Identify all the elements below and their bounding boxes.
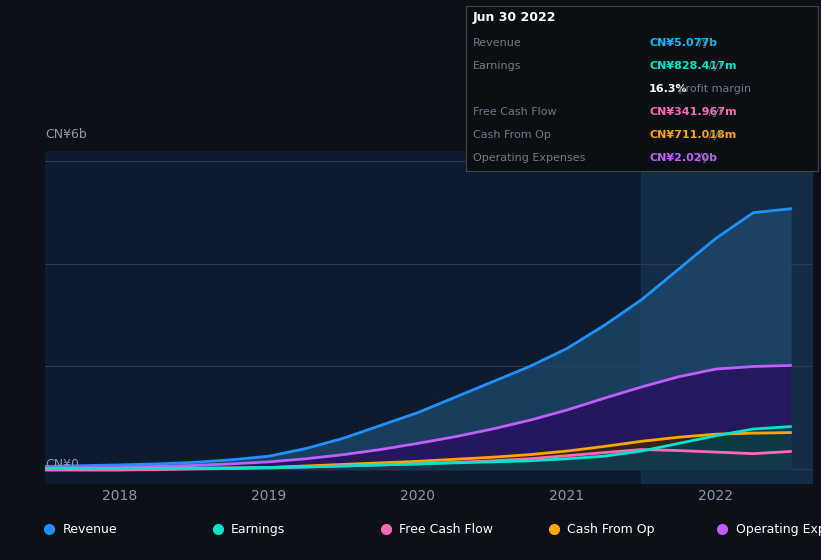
Text: CN¥341.967m: CN¥341.967m xyxy=(649,107,736,116)
Text: Earnings: Earnings xyxy=(231,523,285,536)
Text: Cash From Op: Cash From Op xyxy=(567,523,655,536)
Text: CN¥711.018m: CN¥711.018m xyxy=(649,130,736,139)
Text: Operating Expenses: Operating Expenses xyxy=(736,523,821,536)
Bar xyxy=(641,151,813,484)
Text: CN¥5.077b: CN¥5.077b xyxy=(649,38,717,48)
Text: CN¥828.417m: CN¥828.417m xyxy=(649,61,736,71)
Text: 16.3%: 16.3% xyxy=(649,84,688,94)
Text: /yr: /yr xyxy=(705,61,723,71)
Text: CN¥0: CN¥0 xyxy=(45,458,79,471)
Text: Operating Expenses: Operating Expenses xyxy=(473,153,585,162)
Text: CN¥2.020b: CN¥2.020b xyxy=(649,153,717,162)
Text: Free Cash Flow: Free Cash Flow xyxy=(399,523,493,536)
Text: Cash From Op: Cash From Op xyxy=(473,130,551,139)
Text: Jun 30 2022: Jun 30 2022 xyxy=(473,11,557,25)
Text: /yr: /yr xyxy=(705,107,723,116)
Text: Revenue: Revenue xyxy=(473,38,521,48)
Text: Earnings: Earnings xyxy=(473,61,521,71)
Text: Revenue: Revenue xyxy=(62,523,117,536)
Text: /yr: /yr xyxy=(705,130,723,139)
Text: /yr: /yr xyxy=(695,38,713,48)
Text: Free Cash Flow: Free Cash Flow xyxy=(473,107,557,116)
Text: /yr: /yr xyxy=(695,153,713,162)
Text: profit margin: profit margin xyxy=(675,84,750,94)
Text: CN¥6b: CN¥6b xyxy=(45,128,87,141)
